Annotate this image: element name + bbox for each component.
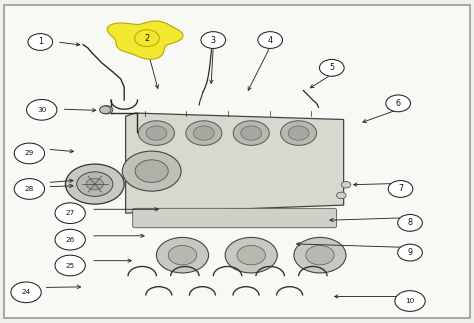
Circle shape — [28, 34, 53, 50]
Circle shape — [294, 237, 346, 273]
Circle shape — [341, 182, 351, 188]
Text: 8: 8 — [408, 218, 412, 227]
Text: 28: 28 — [25, 186, 34, 192]
Circle shape — [11, 282, 41, 303]
Circle shape — [77, 172, 113, 196]
Circle shape — [122, 151, 181, 191]
Circle shape — [86, 178, 103, 190]
Text: 9: 9 — [408, 248, 412, 257]
Text: 2: 2 — [145, 34, 149, 43]
FancyBboxPatch shape — [133, 208, 337, 228]
Circle shape — [398, 214, 422, 231]
Circle shape — [241, 126, 262, 140]
Circle shape — [135, 160, 168, 182]
Circle shape — [193, 126, 214, 140]
Circle shape — [55, 229, 85, 250]
Circle shape — [14, 143, 45, 164]
Text: 1: 1 — [38, 37, 43, 47]
Circle shape — [386, 95, 410, 112]
Text: 7: 7 — [398, 184, 403, 193]
Circle shape — [319, 59, 344, 76]
Text: 6: 6 — [396, 99, 401, 108]
Circle shape — [135, 30, 159, 47]
Polygon shape — [108, 21, 183, 59]
Circle shape — [398, 244, 422, 261]
Text: 25: 25 — [65, 263, 75, 268]
Text: 30: 30 — [37, 107, 46, 113]
Text: 24: 24 — [21, 289, 31, 295]
Circle shape — [225, 237, 277, 273]
Circle shape — [395, 291, 425, 311]
Circle shape — [288, 126, 309, 140]
Circle shape — [14, 179, 45, 199]
Circle shape — [281, 121, 317, 145]
Circle shape — [186, 121, 222, 145]
Circle shape — [237, 245, 265, 265]
Circle shape — [55, 255, 85, 276]
Circle shape — [100, 106, 113, 114]
Text: 3: 3 — [211, 36, 216, 45]
Circle shape — [27, 99, 57, 120]
Text: 27: 27 — [65, 210, 75, 216]
Circle shape — [65, 164, 124, 204]
Text: 4: 4 — [268, 36, 273, 45]
Text: 10: 10 — [405, 298, 415, 304]
Circle shape — [306, 245, 334, 265]
Circle shape — [201, 32, 226, 48]
Circle shape — [388, 181, 413, 197]
Text: 5: 5 — [329, 63, 334, 72]
Text: 29: 29 — [25, 151, 34, 156]
Circle shape — [337, 192, 346, 199]
Circle shape — [146, 126, 167, 140]
Circle shape — [55, 203, 85, 224]
Text: 26: 26 — [65, 237, 75, 243]
Circle shape — [156, 237, 209, 273]
Circle shape — [168, 245, 197, 265]
Circle shape — [233, 121, 269, 145]
Circle shape — [258, 32, 283, 48]
Circle shape — [138, 121, 174, 145]
Circle shape — [100, 106, 111, 114]
Polygon shape — [126, 113, 344, 213]
